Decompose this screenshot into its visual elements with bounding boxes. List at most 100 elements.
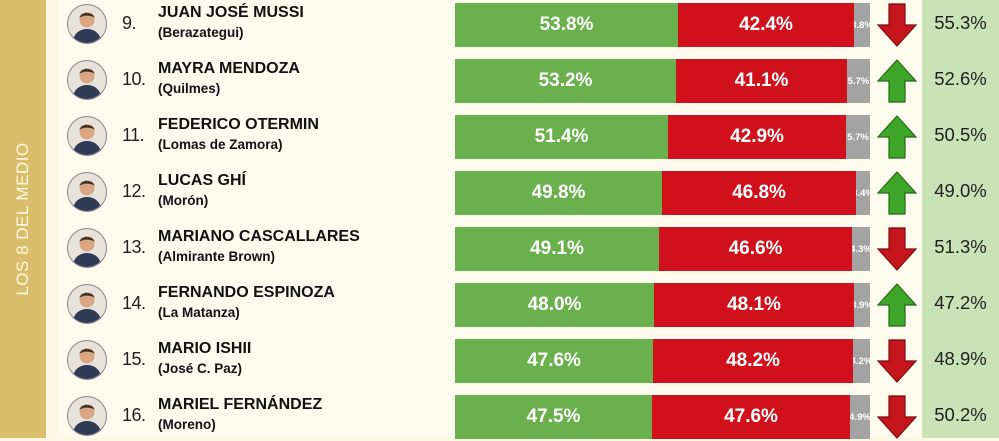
table-row: 15. MARIO ISHII (José C. Paz) 47.6% 48.2% 4.2…	[0, 336, 999, 385]
comparison-value: 50.2%	[934, 404, 987, 425]
candidate-name: MARIANO CASCALLARES	[158, 228, 360, 245]
avatar	[67, 4, 107, 44]
bar-green-segment: 48.0%	[455, 283, 654, 327]
portrait-icon	[72, 12, 102, 43]
table-row: 16. MARIEL FERNÁNDEZ (Moreno) 47.5% 47.6% 4.9…	[0, 392, 999, 441]
avatar	[67, 60, 107, 100]
bar-red-segment: 42.4%	[678, 3, 854, 47]
data-label: 51.4%	[534, 126, 589, 147]
table-row: 10. MAYRA MENDOZA (Quilmes) 53.2% 41.1% 5.7% 5…	[0, 56, 999, 105]
rank-number: 14.	[122, 293, 146, 313]
data-label: 5.7%	[847, 75, 870, 87]
bar-grey-segment: 4.2%	[853, 339, 870, 383]
data-label: 53.8%	[539, 14, 594, 35]
data-label: 42.9%	[730, 126, 784, 147]
data-label: 42.4%	[739, 14, 793, 35]
table-row: 14. FERNANDO ESPINOZA (La Matanza) 48.0% 48.…	[0, 280, 999, 329]
bar-green-segment: 47.6%	[455, 339, 653, 383]
data-label: 49.1%	[530, 238, 584, 259]
district-name: (Berazategui)	[158, 25, 244, 40]
bar-green-segment: 53.8%	[455, 3, 678, 47]
candidate-name: MAYRA MENDOZA	[158, 60, 300, 77]
data-label: 41.1%	[734, 70, 789, 91]
stacked-bar: 49.1% 46.6% 4.3%	[455, 227, 870, 271]
portrait-icon	[72, 404, 102, 435]
district-name: (Lomas de Zamora)	[158, 137, 283, 152]
candidate-name: MARIEL FERNÁNDEZ	[158, 396, 323, 413]
table-row: 12. LUCAS GHÍ (Morón) 49.8% 46.8% 3.4% 49.0%	[0, 168, 999, 217]
stacked-bar: 53.8% 42.4% 3.8%	[455, 3, 870, 47]
arrow-up-icon	[876, 59, 918, 103]
district-name: (Moreno)	[158, 417, 216, 432]
data-label: 5.7%	[847, 131, 869, 143]
avatar	[67, 396, 107, 436]
rank-number: 16.	[122, 405, 146, 425]
data-label: 48.1%	[727, 294, 781, 315]
arrow-up-icon	[876, 171, 918, 215]
bar-grey-segment: 4.9%	[850, 395, 870, 439]
bar-red-segment: 46.6%	[659, 227, 852, 271]
table-row: 11. FEDERICO OTERMIN (Lomas de Zamora) 51.4…	[0, 112, 999, 161]
arrow-up-icon	[876, 283, 918, 327]
rank-number: 10.	[122, 69, 146, 89]
data-label: 53.2%	[538, 70, 593, 91]
stacked-bar: 49.8% 46.8% 3.4%	[455, 171, 870, 215]
arrow-down-icon	[876, 339, 918, 383]
comparison-value: 51.3%	[934, 236, 987, 257]
data-label: 49.8%	[531, 182, 586, 203]
arrow-down-icon	[876, 3, 918, 47]
data-label: 3.4%	[856, 187, 870, 199]
portrait-icon	[72, 348, 102, 379]
avatar	[67, 172, 107, 212]
bar-green-segment: 51.4%	[455, 115, 668, 159]
comparison-column	[922, 0, 999, 438]
candidate-name: FERNANDO ESPINOZA	[158, 284, 335, 301]
portrait-icon	[72, 124, 102, 155]
arrow-down-icon	[876, 395, 918, 439]
stacked-bar: 48.0% 48.1% 3.9%	[455, 283, 870, 327]
rank-number: 13.	[122, 237, 146, 257]
portrait-icon	[72, 180, 102, 211]
data-label: 47.5%	[526, 406, 581, 427]
bar-grey-segment: 3.9%	[854, 283, 870, 327]
bar-green-segment: 53.2%	[455, 59, 676, 103]
bar-red-segment: 46.8%	[662, 171, 856, 215]
data-label: 3.9%	[854, 299, 870, 311]
data-label: 4.3%	[852, 243, 870, 255]
stacked-bar: 53.2% 41.1% 5.7%	[455, 59, 870, 103]
bar-green-segment: 49.8%	[455, 171, 662, 215]
district-name: (Morón)	[158, 193, 209, 208]
data-label: 46.8%	[732, 182, 786, 203]
comparison-value: 55.3%	[934, 12, 987, 33]
avatar	[67, 340, 107, 380]
data-label: 46.6%	[728, 238, 783, 259]
gap	[46, 0, 58, 438]
rank-number: 12.	[122, 181, 146, 201]
bar-grey-segment: 3.4%	[856, 171, 870, 215]
candidate-name: LUCAS GHÍ	[158, 172, 246, 189]
avatar	[67, 228, 107, 268]
comparison-value: 48.9%	[934, 348, 987, 369]
bar-green-segment: 49.1%	[455, 227, 659, 271]
district-name: (Almirante Brown)	[158, 249, 276, 264]
avatar	[67, 284, 107, 324]
arrow-down-icon	[876, 227, 918, 271]
bar-red-segment: 41.1%	[676, 59, 847, 103]
portrait-icon	[72, 68, 102, 99]
bar-grey-segment: 3.8%	[854, 3, 870, 47]
candidate-name: JUAN JOSÉ MUSSI	[158, 4, 304, 21]
bar-grey-segment: 5.7%	[846, 115, 870, 159]
data-label: 4.9%	[850, 411, 870, 423]
comparison-value: 52.6%	[934, 68, 987, 89]
avatar	[67, 116, 107, 156]
table-row: 13. MARIANO CASCALLARES (Almirante Brown) 4…	[0, 224, 999, 273]
data-label: 47.6%	[724, 406, 778, 427]
district-name: (José C. Paz)	[158, 361, 243, 376]
bar-red-segment: 48.2%	[653, 339, 853, 383]
district-name: (La Matanza)	[158, 305, 240, 320]
candidate-name: MARIO ISHII	[158, 340, 252, 357]
rank-number: 9.	[122, 13, 137, 33]
comparison-value: 47.2%	[934, 292, 987, 313]
rank-number: 15.	[122, 349, 146, 369]
data-label: 3.8%	[854, 19, 870, 31]
